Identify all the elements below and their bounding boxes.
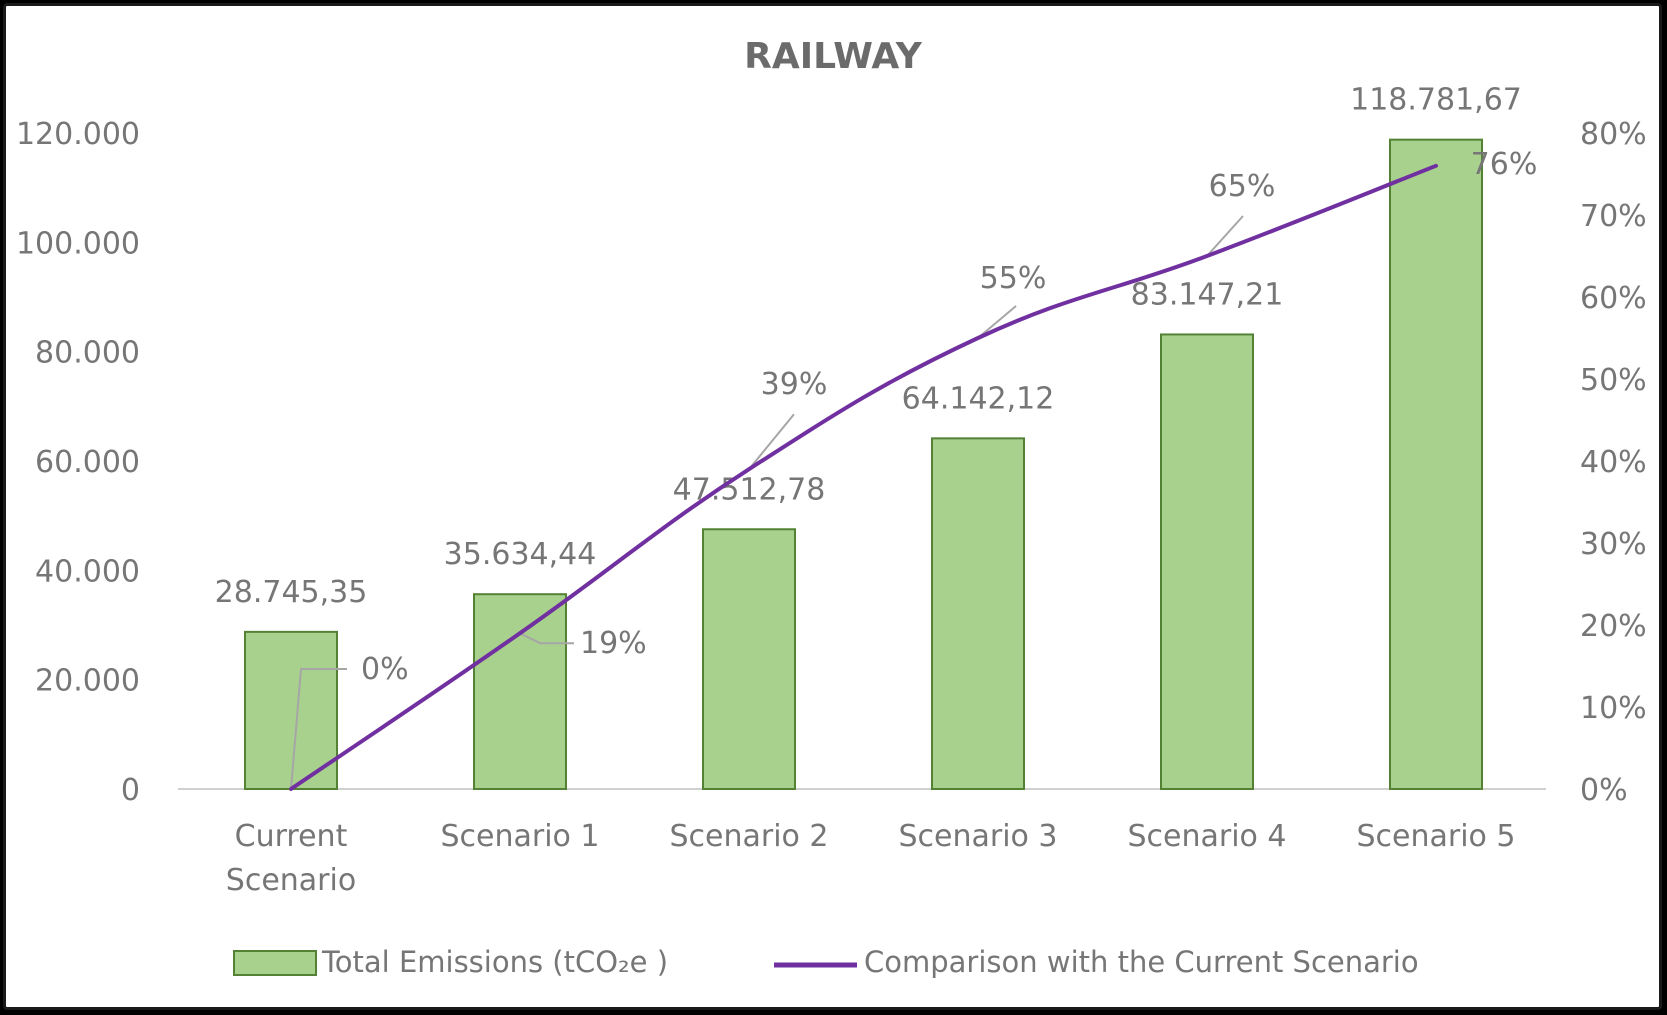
bar bbox=[1389, 138, 1483, 790]
leader-line bbox=[977, 305, 1017, 339]
line-data-label: 76% bbox=[1471, 147, 1538, 182]
right-tick-label: 30% bbox=[1580, 527, 1647, 562]
category-label: Current bbox=[235, 819, 348, 854]
left-tick-label: 60.000 bbox=[35, 445, 140, 480]
left-tick-label: 0 bbox=[121, 773, 140, 808]
leader-line bbox=[519, 632, 574, 645]
line-data-labels: 0% 19% 39% 55% 65% 76% bbox=[361, 147, 1537, 687]
bar-data-label: 118.781,67 bbox=[1350, 83, 1522, 118]
right-axis-ticks: 0% 10% 20% 30% 40% 50% 60% 70% 80% bbox=[1580, 117, 1647, 808]
leader-line bbox=[1206, 215, 1244, 257]
bar bbox=[473, 593, 567, 790]
leader-line bbox=[748, 413, 795, 470]
left-tick-label: 80.000 bbox=[35, 336, 140, 371]
left-tick-label: 100.000 bbox=[16, 226, 140, 261]
category-label: Scenario 4 bbox=[1127, 819, 1286, 854]
left-tick-label: 40.000 bbox=[35, 554, 140, 589]
comparison-line bbox=[289, 163, 1438, 791]
right-tick-label: 80% bbox=[1580, 117, 1647, 152]
right-tick-label: 0% bbox=[1580, 773, 1628, 808]
bar-series bbox=[244, 138, 1483, 791]
bar bbox=[931, 437, 1025, 790]
bar bbox=[702, 528, 796, 791]
line-data-label: 0% bbox=[361, 652, 409, 687]
right-tick-label: 20% bbox=[1580, 609, 1647, 644]
legend-swatch-total-emissions bbox=[233, 950, 317, 976]
right-tick-label: 70% bbox=[1580, 199, 1647, 234]
bar-data-label: 47.512,78 bbox=[673, 472, 826, 507]
bar-data-label: 83.147,21 bbox=[1131, 277, 1284, 312]
right-tick-label: 40% bbox=[1580, 445, 1647, 480]
bar-data-labels: 28.745,35 35.634,44 47.512,78 64.142,12 83.1… bbox=[215, 83, 1522, 610]
line-data-label: 39% bbox=[761, 367, 828, 402]
bar bbox=[1160, 333, 1254, 790]
bar-data-label: 64.142,12 bbox=[902, 381, 1055, 416]
bar-data-label: 28.745,35 bbox=[215, 575, 368, 610]
right-tick-label: 10% bbox=[1580, 691, 1647, 726]
bar bbox=[244, 630, 338, 791]
left-tick-label: 120.000 bbox=[16, 117, 140, 152]
leader-line bbox=[290, 668, 347, 790]
line-label-leaders bbox=[290, 215, 1244, 790]
chart-frame bbox=[3, 3, 1662, 1010]
category-label: Scenario 3 bbox=[898, 819, 1057, 854]
left-tick-label: 20.000 bbox=[35, 664, 140, 699]
right-tick-label: 60% bbox=[1580, 281, 1647, 316]
legend-label-total-emissions: Total Emissions (tCO₂e ) bbox=[321, 945, 668, 979]
left-axis-ticks: 0 20.000 40.000 60.000 80.000 100.000 120.000 bbox=[16, 117, 140, 808]
line-data-label: 65% bbox=[1209, 169, 1276, 204]
category-label: Scenario bbox=[226, 863, 356, 898]
chart-title: RAILWAY bbox=[744, 36, 923, 77]
category-labels: Current Scenario Scenario 1 Scenario 2 Scena… bbox=[226, 819, 1516, 898]
legend-label-comparison: Comparison with the Current Scenario bbox=[864, 945, 1419, 979]
bar-data-label: 35.634,44 bbox=[444, 537, 597, 572]
line-series bbox=[289, 163, 1438, 791]
category-label: Scenario 1 bbox=[440, 819, 599, 854]
category-label: Scenario 2 bbox=[669, 819, 828, 854]
category-label: Scenario 5 bbox=[1356, 819, 1515, 854]
line-data-label: 19% bbox=[580, 626, 647, 661]
line-data-label: 55% bbox=[980, 261, 1047, 296]
legend: Total Emissions (tCO₂e ) Comparison with… bbox=[233, 945, 1419, 979]
right-tick-label: 50% bbox=[1580, 363, 1647, 398]
